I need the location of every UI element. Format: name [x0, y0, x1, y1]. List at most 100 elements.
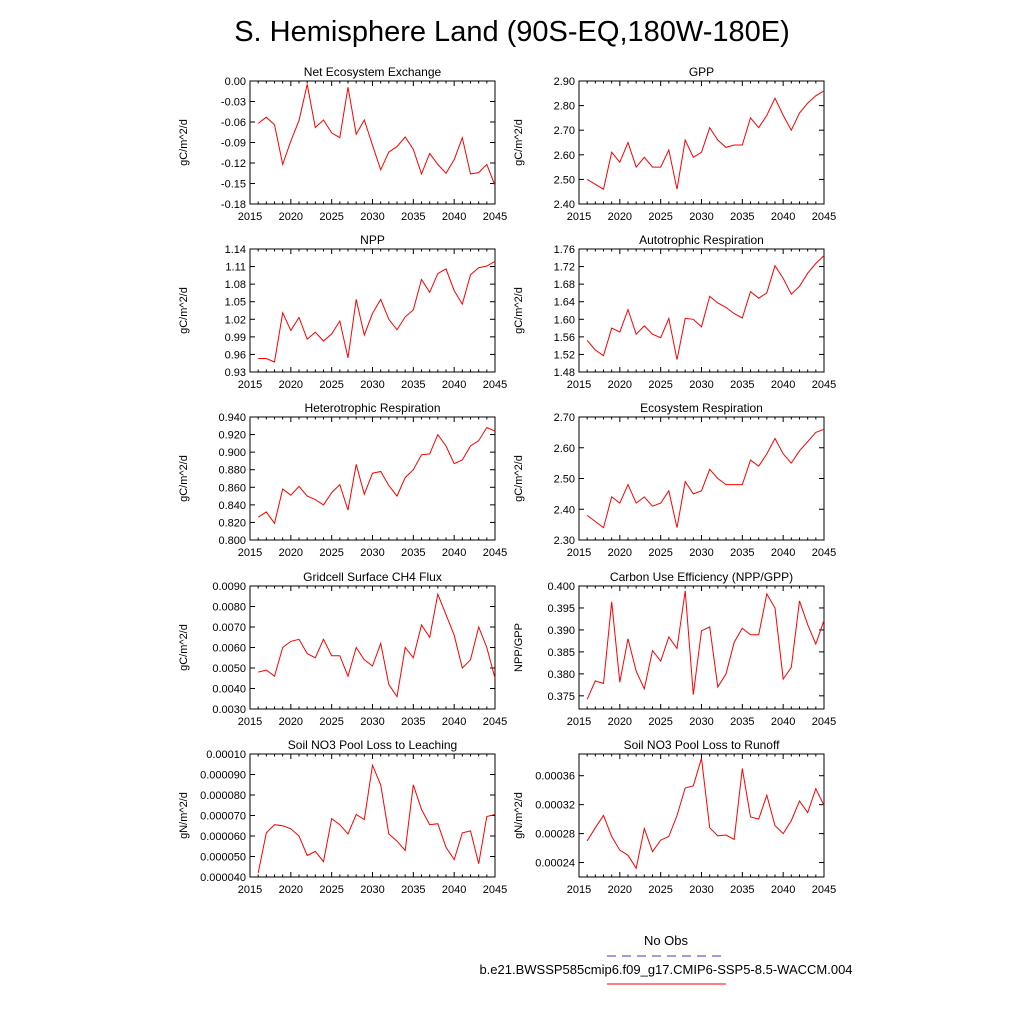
x-tick-label: 2015 — [238, 716, 262, 728]
y-tick-label: 0.400 — [547, 581, 575, 593]
y-tick-label: 0.00 — [225, 76, 246, 88]
x-tick-label: 2015 — [567, 211, 591, 223]
y-tick-label: 1.08 — [225, 279, 246, 291]
y-axis-label: gC/m^2/d — [178, 287, 190, 334]
y-tick-label: -0.15 — [221, 179, 246, 191]
y-tick-label: 1.11 — [225, 262, 246, 274]
y-axis-label: NPP/GPP — [513, 623, 525, 672]
x-tick-label: 2015 — [238, 884, 262, 896]
y-tick-label: -0.03 — [221, 97, 246, 109]
x-tick-label: 2035 — [401, 884, 425, 896]
y-axis-label: gC/m^2/d — [513, 287, 525, 334]
y-tick-label: 1.64 — [554, 297, 575, 309]
y-tick-label: 1.14 — [225, 244, 246, 256]
chart-panel: Soil NO3 Pool Loss to Runoff 2015 2020 2025… — [513, 738, 836, 896]
y-tick-label: -0.12 — [221, 158, 246, 170]
x-tick-label: 2035 — [730, 884, 754, 896]
series-line — [257, 84, 496, 186]
x-tick-label: 2020 — [279, 884, 303, 896]
y-tick-label: 0.920 — [218, 430, 246, 442]
series-line — [586, 590, 825, 700]
y-tick-label: -0.06 — [221, 117, 246, 129]
plot-frame — [578, 753, 825, 878]
y-tick-label: 2.70 — [554, 125, 575, 137]
y-tick-label: 1.02 — [225, 314, 246, 326]
x-tick-label: 2025 — [648, 547, 672, 559]
x-tick-label: 2015 — [238, 547, 262, 559]
x-tick-label: 2025 — [648, 884, 672, 896]
x-tick-label: 2020 — [279, 211, 303, 223]
x-tick-label: 2015 — [567, 716, 591, 728]
y-tick-label: 0.000070 — [200, 811, 246, 823]
figure-title: S. Hemisphere Land (90S-EQ,180W-180E) — [234, 16, 790, 48]
x-tick-label: 2045 — [812, 547, 836, 559]
x-tick-label: 2040 — [442, 547, 466, 559]
y-tick-label: 0.000080 — [200, 790, 246, 802]
panel-title: Ecosystem Respiration — [640, 401, 763, 415]
x-tick-label: 2030 — [689, 716, 713, 728]
y-tick-label: 1.48 — [554, 367, 575, 379]
x-tick-label: 2015 — [567, 379, 591, 391]
y-axis-label: gC/m^2/d — [513, 119, 525, 166]
y-tick-label: 0.000090 — [200, 770, 246, 782]
x-tick-label: 2040 — [442, 379, 466, 391]
plot-frame — [249, 585, 496, 710]
y-tick-label: 2.40 — [554, 199, 575, 211]
y-tick-label: -0.18 — [221, 199, 246, 211]
plot-frame — [249, 416, 496, 541]
x-tick-label: 2025 — [319, 547, 343, 559]
series-line — [586, 255, 825, 360]
y-axis-label: gN/m^2/d — [178, 792, 190, 839]
chart-panel: Ecosystem Respiration 2015 2020 2025 2030 203… — [513, 401, 836, 559]
y-tick-label: 2.30 — [554, 535, 575, 547]
x-tick-label: 2030 — [360, 716, 384, 728]
x-tick-label: 2025 — [648, 379, 672, 391]
x-tick-label: 2025 — [319, 211, 343, 223]
x-tick-label: 2020 — [279, 716, 303, 728]
y-axis-label: gC/m^2/d — [513, 455, 525, 502]
x-tick-label: 2025 — [319, 716, 343, 728]
x-tick-label: 2025 — [648, 716, 672, 728]
x-tick-label: 2030 — [689, 884, 713, 896]
x-tick-label: 2035 — [730, 547, 754, 559]
x-tick-label: 2035 — [401, 211, 425, 223]
x-tick-label: 2045 — [812, 379, 836, 391]
y-tick-label: 2.50 — [554, 174, 575, 186]
x-tick-label: 2045 — [483, 547, 507, 559]
panel-title: Heterotrophic Respiration — [304, 401, 440, 415]
chart-panel: Net Ecosystem Exchange 2015 2020 2025 2030 20… — [178, 65, 507, 223]
x-tick-label: 2035 — [401, 379, 425, 391]
y-tick-label: 0.380 — [547, 669, 575, 681]
x-tick-label: 2020 — [608, 211, 632, 223]
x-tick-label: 2040 — [442, 211, 466, 223]
x-tick-label: 2030 — [689, 547, 713, 559]
series-line — [586, 90, 825, 190]
x-tick-label: 2030 — [360, 547, 384, 559]
y-tick-label: 0.0030 — [212, 704, 246, 716]
chart-panel: GPP 2015 2020 2025 2030 2035 2040 2045 2.90 2.80 2… — [513, 65, 836, 223]
y-tick-label: 2.40 — [554, 504, 575, 516]
plot-frame — [578, 416, 825, 541]
panel-title: Carbon Use Efficiency (NPP/GPP) — [610, 570, 793, 584]
x-tick-label: 2040 — [442, 716, 466, 728]
y-axis-label: gC/m^2/d — [178, 119, 190, 166]
series-line — [257, 426, 496, 525]
series-line — [258, 260, 496, 363]
x-tick-label: 2045 — [483, 211, 507, 223]
x-tick-label: 2020 — [608, 884, 632, 896]
y-tick-label: 0.0040 — [212, 684, 246, 696]
x-tick-label: 2040 — [442, 884, 466, 896]
plot-frame — [249, 248, 496, 373]
x-tick-label: 2020 — [279, 379, 303, 391]
y-tick-label: 0.00036 — [535, 771, 575, 783]
y-tick-label: 0.93 — [225, 367, 246, 379]
x-tick-label: 2015 — [567, 884, 591, 896]
y-tick-label: 0.00024 — [535, 858, 575, 870]
y-tick-label: 2.50 — [554, 474, 575, 486]
y-tick-label: 0.000050 — [200, 852, 246, 864]
y-tick-label: 0.0080 — [212, 602, 246, 614]
chart-panel: NPP 2015 2020 2025 2030 2035 2040 2045 1.14 1.11 1… — [178, 233, 507, 391]
y-tick-label: 0.00032 — [535, 800, 575, 812]
x-tick-label: 2045 — [483, 379, 507, 391]
x-tick-label: 2045 — [812, 884, 836, 896]
